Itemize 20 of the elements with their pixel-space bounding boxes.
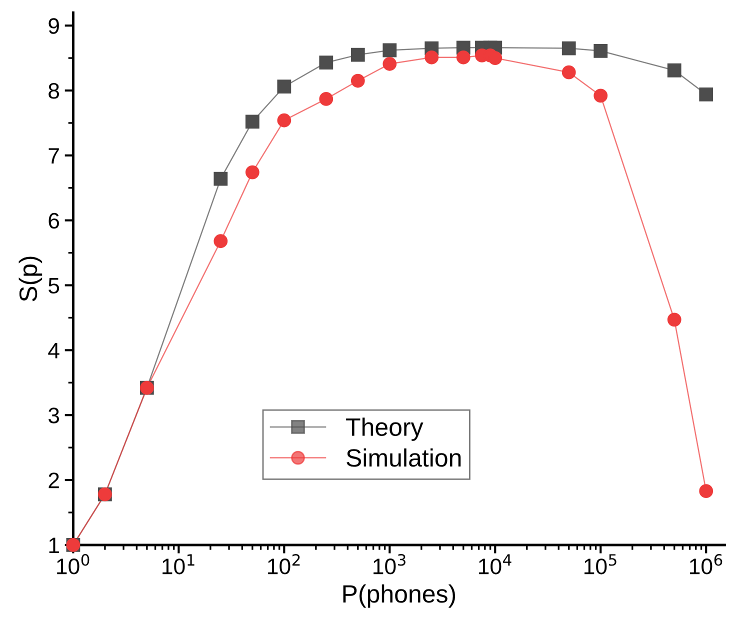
x-tick-label: 10$^{3}$	[374, 554, 406, 574]
x-tick-label: 10$^{4}$	[479, 554, 512, 574]
y-tick-label: 9	[48, 18, 59, 34]
y-tick-label: 2	[48, 472, 59, 488]
legend-label: Simulation	[346, 448, 461, 467]
x-tick-label: 10$^{0}$	[57, 554, 90, 574]
y-axis-title: S(p)	[18, 256, 42, 302]
y-tick-label: 5	[48, 278, 60, 294]
x-tick-label: 10$^{1}$	[162, 554, 194, 574]
x-tick-label: 10$^{2}$	[268, 554, 300, 574]
x-tick-label: 10$^{5}$	[584, 554, 616, 574]
y-tick-label: 7	[48, 148, 59, 164]
legend-label: Theory	[346, 418, 424, 441]
y-tick-label: 1	[49, 538, 59, 553]
x-axis-title: P(phones)	[343, 584, 456, 608]
y-tick-label: 3	[48, 408, 60, 424]
y-tick-label: 4	[48, 342, 60, 358]
y-tick-label: 6	[48, 212, 60, 229]
y-tick-label: 8	[48, 83, 60, 99]
x-tick-label: 10$^{6}$	[690, 554, 722, 574]
